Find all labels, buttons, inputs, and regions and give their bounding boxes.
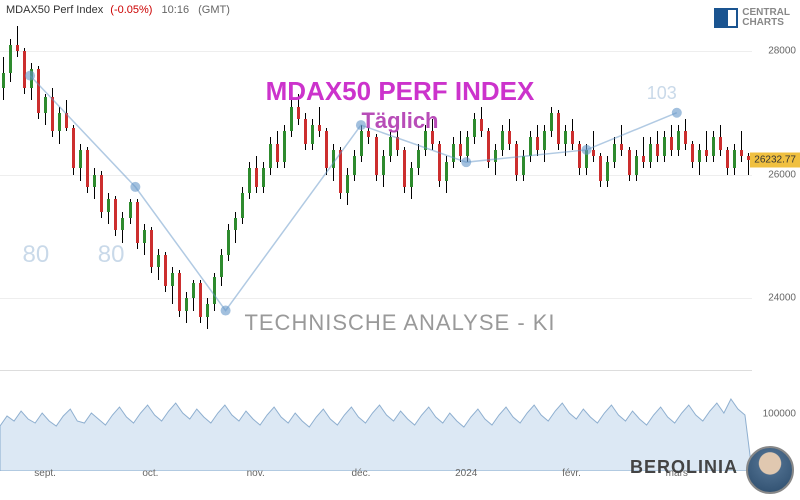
price-change: (-0.05%) [110, 4, 152, 16]
logo: CENTRAL CHARTS [714, 8, 790, 28]
logo-line2: CHARTS [742, 18, 790, 28]
chart-title: MDAX50 PERF INDEX [0, 76, 800, 107]
brand-watermark: BEROLINIA [630, 457, 738, 478]
timezone: (GMT) [198, 4, 230, 16]
price-chart[interactable]: 1038080 [0, 20, 752, 360]
instrument-name: MDAX50 Perf Index [6, 4, 103, 16]
chart-header: MDAX50 Perf Index (-0.05%) 10:16 (GMT) [6, 4, 230, 16]
logo-text: CENTRAL CHARTS [742, 8, 790, 28]
chart-subtitle: Täglich [0, 108, 800, 134]
timestamp: 10:16 [162, 4, 190, 16]
volume-chart[interactable] [0, 370, 752, 470]
current-price-tag: 26232.77 [750, 153, 800, 168]
avatar-icon [746, 446, 794, 494]
price-axis: 24000260002800026232.77 [752, 20, 800, 360]
analysis-label: TECHNISCHE ANALYSE - KI [0, 310, 800, 336]
logo-icon [714, 8, 738, 28]
